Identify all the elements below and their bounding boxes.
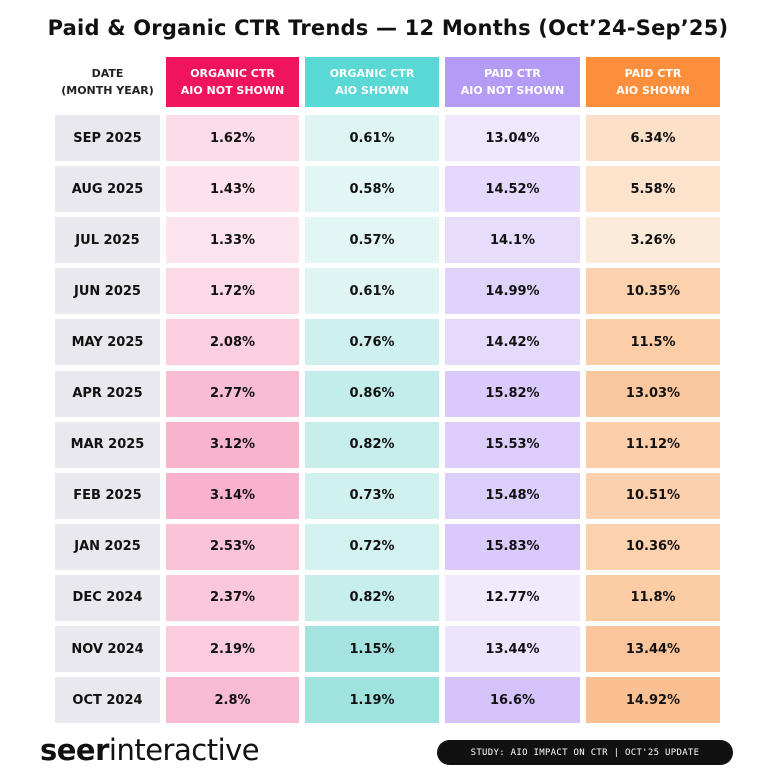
value-cell: 2.77% — [166, 370, 299, 417]
value-cell: 0.57% — [305, 217, 439, 264]
value-cell: 10.51% — [586, 472, 720, 519]
value-cell: 0.82% — [305, 574, 439, 621]
value-cell: 0.58% — [305, 166, 439, 213]
value-cell: 13.03% — [586, 370, 720, 417]
value-cell: 2.08% — [166, 319, 299, 366]
value-cell: 2.19% — [166, 626, 299, 672]
header-line: AIO SHOWN — [616, 84, 690, 97]
header-cell: DATE (MONTH YEAR) — [55, 57, 160, 107]
value-cell: 1.43% — [166, 166, 299, 213]
value-cell: 14.42% — [445, 319, 580, 366]
value-cell: 11.8% — [586, 574, 720, 621]
value-cell: 14.52% — [445, 166, 580, 213]
header-line: PAID CTR — [624, 67, 682, 80]
date-cell: MAR 2025 — [55, 421, 160, 468]
value-cell: 2.8% — [166, 677, 299, 724]
date-cell: SEP 2025 — [55, 115, 160, 161]
header-cell: PAID CTR AIO SHOWN — [586, 57, 720, 107]
value-cell: 13.44% — [445, 626, 580, 672]
logo-light: interactive — [108, 733, 260, 767]
header-line: DATE — [91, 67, 124, 80]
value-cell: 0.61% — [305, 268, 439, 315]
date-cell: MAY 2025 — [55, 319, 160, 366]
value-cell: 1.19% — [305, 677, 439, 724]
value-cell: 15.53% — [445, 421, 580, 468]
value-cell: 0.73% — [305, 472, 439, 519]
value-cell: 3.12% — [166, 421, 299, 468]
value-cell: 1.33% — [166, 217, 299, 264]
value-cell: 0.72% — [305, 523, 439, 570]
header-line: ORGANIC CTR — [329, 67, 415, 80]
value-cell: 11.12% — [586, 421, 720, 468]
value-cell: 2.53% — [166, 523, 299, 570]
badge: STUDY: AIO IMPACT ON CTR | OCT'25 UPDATE — [437, 740, 733, 765]
title: Paid & Organic CTR Trends — 12 Months (O… — [47, 16, 729, 40]
value-cell: 15.83% — [445, 523, 580, 570]
value-cell: 13.44% — [586, 626, 720, 672]
value-cell: 14.1% — [445, 217, 580, 264]
date-cell: JUL 2025 — [55, 217, 160, 264]
header-line: AIO NOT SHOWN — [460, 84, 565, 97]
value-cell: 14.92% — [586, 677, 720, 724]
date-cell: OCT 2024 — [55, 677, 160, 724]
value-cell: 2.37% — [166, 574, 299, 621]
value-cell: 0.76% — [305, 319, 439, 366]
header-line: ORGANIC CTR — [190, 67, 275, 80]
value-cell: 3.14% — [166, 472, 299, 519]
header-line: (MONTH YEAR) — [61, 84, 154, 97]
date-cell: DEC 2024 — [55, 574, 160, 621]
date-cell: AUG 2025 — [55, 166, 160, 213]
value-cell: 5.58% — [586, 166, 720, 213]
header-cell: ORGANIC CTR AIO SHOWN — [305, 57, 439, 107]
header-cell: PAID CTR AIO NOT SHOWN — [445, 57, 580, 107]
value-cell: 15.82% — [445, 370, 580, 417]
value-cell: 1.15% — [305, 626, 439, 672]
value-cell: 10.36% — [586, 523, 720, 570]
value-cell: 15.48% — [445, 472, 580, 519]
header-line: AIO SHOWN — [335, 84, 409, 97]
value-cell: 1.72% — [166, 268, 299, 315]
header-line: PAID CTR — [484, 67, 541, 80]
value-cell: 13.04% — [445, 115, 580, 161]
date-cell: JAN 2025 — [55, 523, 160, 570]
header-cell: ORGANIC CTR AIO NOT SHOWN — [166, 57, 299, 107]
value-cell: 0.82% — [305, 421, 439, 468]
logo: seerinteractive — [40, 733, 260, 767]
logo-bold: seer — [40, 733, 109, 767]
date-cell: JUN 2025 — [55, 268, 160, 315]
date-cell: NOV 2024 — [55, 626, 160, 672]
date-cell: APR 2025 — [55, 370, 160, 417]
value-cell: 6.34% — [586, 115, 720, 161]
value-cell: 0.61% — [305, 115, 439, 161]
value-cell: 0.86% — [305, 370, 439, 417]
value-cell: 1.62% — [166, 115, 299, 161]
value-cell: 11.5% — [586, 319, 720, 366]
value-cell: 10.35% — [586, 268, 720, 315]
date-cell: FEB 2025 — [55, 472, 160, 519]
value-cell: 3.26% — [586, 217, 720, 264]
header-line: AIO NOT SHOWN — [180, 84, 285, 97]
value-cell: 12.77% — [445, 574, 580, 621]
value-cell: 16.6% — [445, 677, 580, 724]
value-cell: 14.99% — [445, 268, 580, 315]
